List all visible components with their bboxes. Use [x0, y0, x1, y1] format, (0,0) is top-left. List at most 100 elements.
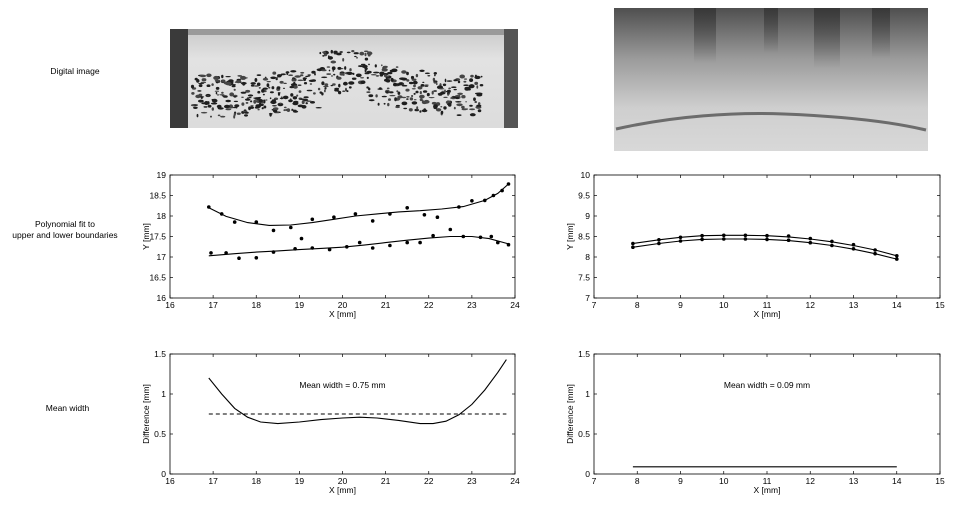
data-point — [353, 212, 358, 216]
y-axis-label: Y [mm] — [565, 223, 575, 250]
x-tick-label: 20 — [338, 300, 348, 310]
data-point — [431, 233, 435, 238]
x-tick-label: 15 — [935, 476, 945, 486]
data-point — [405, 206, 410, 210]
data-point — [332, 215, 336, 219]
data-point — [765, 237, 769, 242]
data-point — [327, 247, 332, 252]
right-sample-photo — [614, 8, 928, 151]
left-sample-photo — [170, 29, 518, 128]
data-point — [722, 237, 726, 241]
data-point — [209, 251, 213, 255]
data-point — [299, 236, 304, 241]
data-point — [224, 251, 228, 255]
y-tick-label: 18 — [157, 211, 167, 221]
data-point — [631, 245, 635, 249]
x-tick-label: 18 — [252, 476, 262, 486]
data-point — [478, 235, 483, 240]
data-point — [293, 247, 297, 251]
data-point — [631, 241, 635, 246]
x-tick-label: 9 — [678, 300, 683, 310]
x-tick-label: 14 — [892, 476, 902, 486]
fit-curve-upper — [208, 183, 509, 226]
data-point — [700, 233, 704, 238]
data-point — [422, 213, 427, 217]
data-point — [357, 240, 362, 245]
y-tick-label: 18.5 — [149, 191, 166, 201]
x-tick-label: 23 — [467, 300, 477, 310]
data-point — [345, 245, 349, 249]
x-axis-label: X [mm] — [329, 485, 356, 495]
x-tick-label: 15 — [935, 300, 945, 310]
row-label-digital-image: Digital image — [50, 66, 100, 76]
x-tick-label: 9 — [678, 476, 683, 486]
data-point — [219, 212, 224, 216]
data-point — [491, 193, 496, 198]
chart-right-fit: 7 8 9 10 11 12 13 14 15 7 7.5 8 8.5 9 9.5 10 X [mm] Y [mm… — [565, 170, 945, 319]
x-tick-label: 8 — [635, 476, 640, 486]
chart-right-width: 7 8 9 10 11 12 13 14 15 0 0.5 1 1.5 X [mm] Difference … — [565, 349, 945, 495]
data-point — [743, 237, 748, 241]
y-tick-label: 8.5 — [578, 232, 590, 242]
data-point — [461, 234, 466, 239]
y-tick-label: 9.5 — [578, 191, 590, 201]
data-point — [895, 254, 899, 258]
data-point — [851, 247, 856, 251]
y-axis-label: Y [mm] — [141, 223, 151, 250]
x-tick-label: 17 — [208, 300, 218, 310]
data-point — [873, 251, 877, 256]
x-tick-label: 12 — [806, 476, 816, 486]
data-point — [678, 239, 683, 243]
x-tick-label: 14 — [892, 300, 902, 310]
data-point — [808, 240, 813, 245]
x-tick-label: 19 — [295, 476, 305, 486]
x-tick-label: 19 — [295, 300, 305, 310]
data-point — [873, 248, 877, 252]
x-tick-label: 20 — [338, 476, 348, 486]
x-tick-label: 10 — [719, 476, 729, 486]
chart-left-fit: 16 17 18 19 20 21 22 23 24 16 16.5 17 17.5 18 18.5 19 X … — [141, 170, 520, 319]
x-tick-label: 21 — [381, 300, 391, 310]
y-tick-label: 17 — [157, 252, 167, 262]
data-point — [678, 235, 683, 240]
data-point — [271, 228, 276, 233]
data-point — [496, 240, 500, 245]
data-point — [830, 239, 834, 244]
data-point — [289, 225, 293, 230]
y-tick-label: 0 — [585, 469, 590, 479]
data-point — [310, 217, 315, 222]
data-point — [786, 238, 791, 242]
y-tick-label: 1 — [161, 389, 166, 399]
left-sample-photo-render — [170, 29, 518, 128]
row-label-mean-width: Mean width — [45, 403, 90, 413]
plot-frame — [593, 353, 941, 475]
y-tick-label: 7 — [585, 293, 590, 303]
x-tick-label: 22 — [424, 300, 434, 310]
x-axis-label: X [mm] — [329, 309, 356, 319]
mean-width-annotation: Mean width = 0.75 mm — [299, 380, 385, 390]
data-point — [808, 236, 813, 241]
data-point — [310, 246, 315, 250]
y-tick-label: 16.5 — [149, 273, 166, 283]
data-point — [435, 215, 440, 219]
y-tick-label: 1.5 — [154, 349, 166, 359]
x-tick-label: 13 — [849, 476, 859, 486]
data-point — [370, 246, 375, 250]
x-tick-label: 17 — [208, 476, 218, 486]
x-tick-label: 11 — [763, 300, 772, 310]
x-tick-label: 12 — [806, 300, 816, 310]
y-tick-label: 10 — [581, 170, 591, 180]
data-point — [506, 242, 511, 247]
dark-band — [190, 49, 484, 119]
y-tick-label: 9 — [585, 211, 590, 221]
x-tick-label: 22 — [424, 476, 434, 486]
difference-curve — [208, 359, 507, 425]
chart-left-width: 16 17 18 19 20 21 22 23 24 0 0.5 1 1.5 X [mm] Differen… — [141, 349, 520, 495]
data-point — [418, 240, 422, 245]
y-tick-label: 0.5 — [154, 429, 166, 439]
data-point — [830, 243, 834, 248]
x-tick-label: 8 — [635, 300, 640, 310]
y-tick-label: 7.5 — [578, 273, 590, 283]
y-tick-label: 0.5 — [578, 429, 590, 439]
